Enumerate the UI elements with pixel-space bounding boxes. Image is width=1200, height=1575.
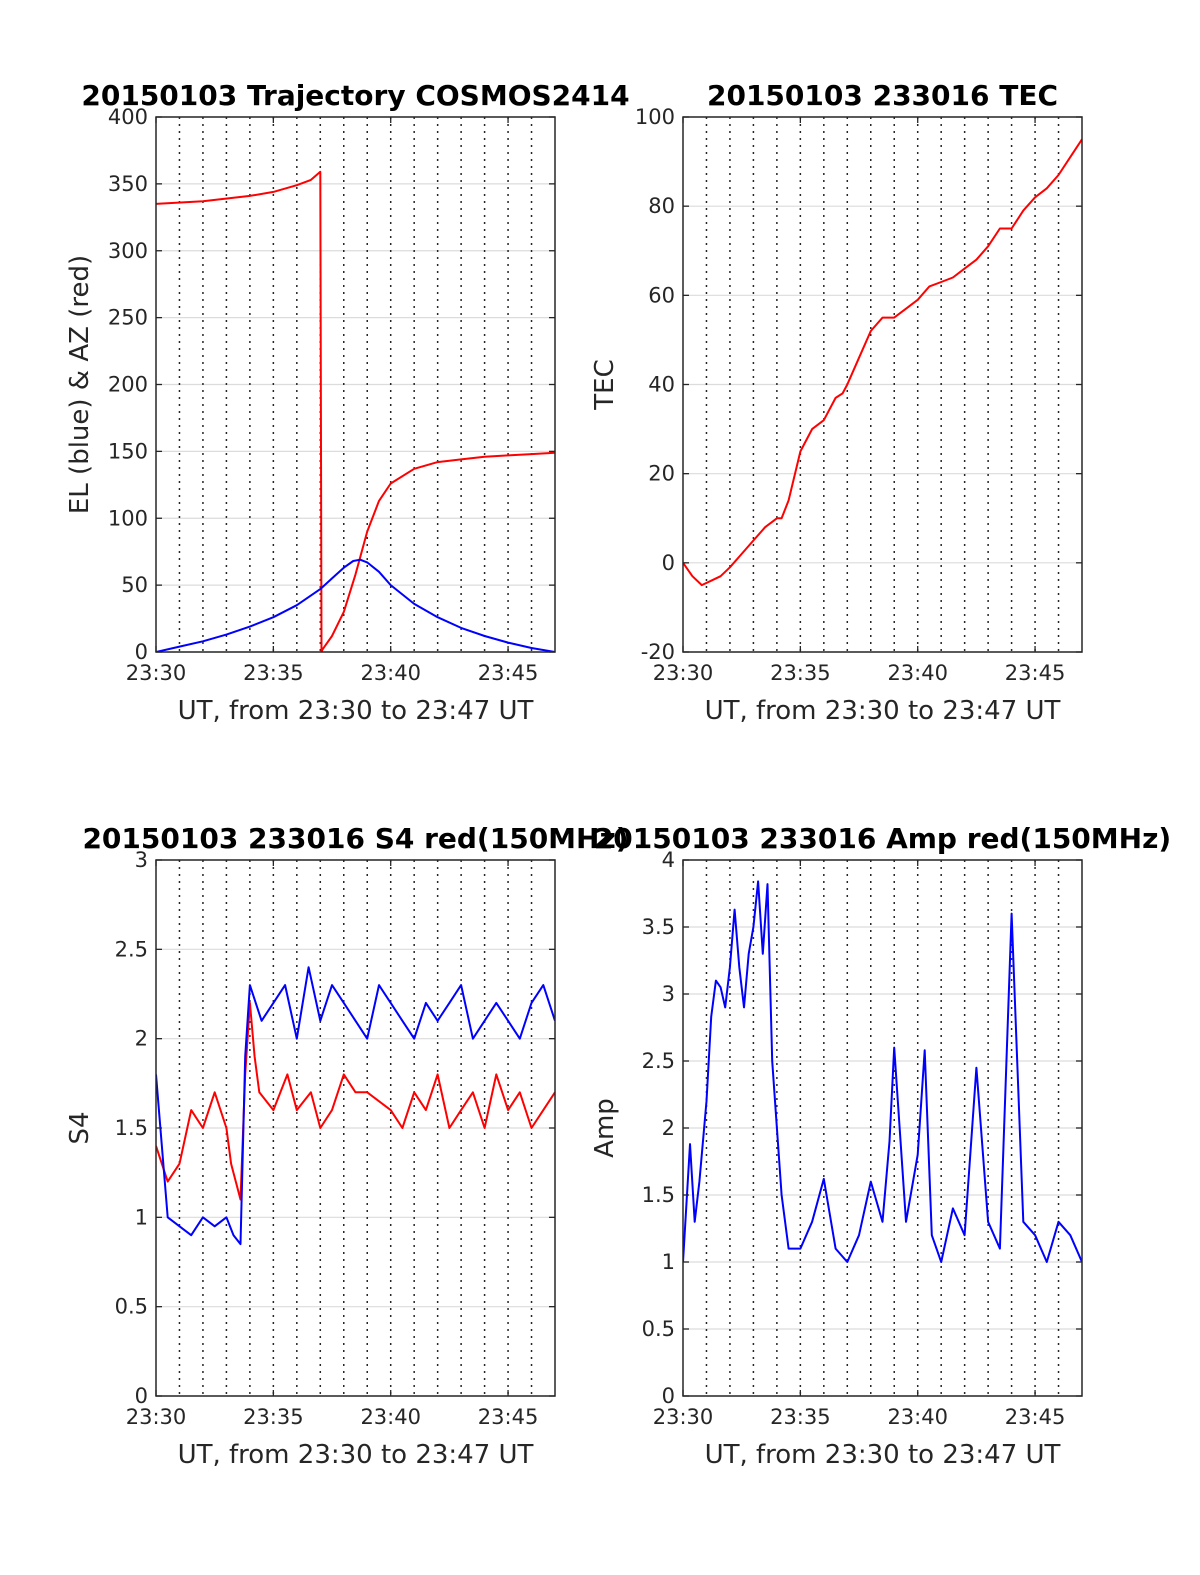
chart0-xlabel: UT, from 23:30 to 23:47 UT xyxy=(178,696,534,726)
chart0-xtick-label-2: 23:40 xyxy=(360,661,421,685)
chart3-xtick-label-0: 23:30 xyxy=(653,1405,714,1429)
chart2-title: 20150103 233016 S4 red(150MHz) xyxy=(82,822,628,855)
chart1-ylabel: TEC xyxy=(590,359,620,410)
chart3-ytick-label-2: 1 xyxy=(662,1250,675,1274)
chart1-series-0-line xyxy=(683,138,1082,587)
chart3-ytick-label-4: 2 xyxy=(662,1116,675,1140)
chart3-ytick-label-5: 2.5 xyxy=(642,1049,675,1073)
chart3-xtick-label-3: 23:45 xyxy=(1005,1405,1066,1429)
chart0-xtick-label-0: 23:30 xyxy=(126,661,187,685)
chart1-ytick-label-5: 80 xyxy=(648,194,675,218)
chart1-xtick-label-0: 23:30 xyxy=(653,661,714,685)
chart2-ytick-label-6: 3 xyxy=(135,848,148,872)
chart2-xtick-label-0: 23:30 xyxy=(126,1405,187,1429)
chart1-ytick-label-6: 100 xyxy=(635,105,675,129)
chart0-ytick-label-3: 150 xyxy=(108,439,148,463)
chart1-ytick-label-3: 40 xyxy=(648,373,675,397)
panel-amp: 0 0.5 1 1.5 2 2.5 3 3.5 4 23:30 23:35 23:40 23:45 201… xyxy=(590,822,1171,1470)
chart0-xtick-label-3: 23:45 xyxy=(478,661,539,685)
chart1-ytick-label-2: 20 xyxy=(648,462,675,486)
chart2-xlabel: UT, from 23:30 to 23:47 UT xyxy=(178,1440,534,1470)
chart0-ylabel: EL (blue) & AZ (red) xyxy=(65,255,95,514)
chart0-series-1-line xyxy=(156,558,555,652)
chart1-xtick-label-1: 23:35 xyxy=(770,661,831,685)
chart3-ytick-label-8: 4 xyxy=(662,848,675,872)
chart1-ytick-label-1: 0 xyxy=(662,551,675,575)
chart0-ytick-label-6: 300 xyxy=(108,239,148,263)
chart0-title: 20150103 Trajectory COSMOS2414 xyxy=(81,79,629,112)
chart3-xtick-label-2: 23:40 xyxy=(887,1405,948,1429)
chart2-ytick-label-0: 0 xyxy=(135,1384,148,1408)
chart3-title: 20150103 233016 Amp red(150MHz) xyxy=(594,822,1171,855)
chart2-xtick-label-2: 23:40 xyxy=(360,1405,421,1429)
chart2-series-1-line xyxy=(156,966,555,1246)
chart3-ytick-label-0: 0 xyxy=(662,1384,675,1408)
chart1-title: 20150103 233016 TEC xyxy=(707,79,1058,112)
chart3-ytick-label-1: 0.5 xyxy=(642,1317,675,1341)
chart3-ytick-label-3: 1.5 xyxy=(642,1183,675,1207)
chart3-xtick-label-1: 23:35 xyxy=(770,1405,831,1429)
panel-s4: 0 0.5 1 1.5 2 2.5 3 23:30 23:35 23:40 23:45 2015010… xyxy=(65,822,629,1470)
chart2-ytick-label-4: 2 xyxy=(135,1027,148,1051)
chart2-ylabel: S4 xyxy=(65,1111,95,1144)
chart0-ytick-label-1: 50 xyxy=(121,573,148,597)
chart0-ytick-label-0: 0 xyxy=(135,640,148,664)
chart2-ytick-label-3: 1.5 xyxy=(115,1116,148,1140)
chart1-ytick-label-0: -20 xyxy=(641,640,675,664)
chart3-ytick-label-7: 3.5 xyxy=(642,915,675,939)
chart1-xtick-label-3: 23:45 xyxy=(1005,661,1066,685)
chart1-xlabel: UT, from 23:30 to 23:47 UT xyxy=(705,696,1061,726)
chart3-ytick-label-6: 3 xyxy=(662,982,675,1006)
chart2-series-0-line xyxy=(156,1001,555,1201)
chart2-ytick-label-5: 2.5 xyxy=(115,937,148,961)
chart3-xlabel: UT, from 23:30 to 23:47 UT xyxy=(705,1440,1061,1470)
chart1-xtick-label-2: 23:40 xyxy=(887,661,948,685)
chart2-ytick-label-1: 0.5 xyxy=(115,1295,148,1319)
chart0-ytick-label-5: 250 xyxy=(108,306,148,330)
panel-trajectory: 0 50 100 150 200 250 300 350 400 23:30 23:35 23:40 2… xyxy=(65,79,630,726)
chart3-ylabel: Amp xyxy=(590,1098,620,1158)
chart3-series-0-line xyxy=(683,880,1082,1263)
chart0-ytick-label-2: 100 xyxy=(108,506,148,530)
chart2-ytick-label-2: 1 xyxy=(135,1205,148,1229)
chart0-series-0-line xyxy=(156,170,555,652)
chart1-ytick-label-4: 60 xyxy=(648,283,675,307)
chart0-ytick-label-8: 400 xyxy=(108,105,148,129)
chart0-ytick-label-4: 200 xyxy=(108,373,148,397)
chart0-xtick-label-1: 23:35 xyxy=(243,661,304,685)
panel-tec: -20 0 20 40 60 80 100 23:30 23:35 23:40 23:45 20150… xyxy=(590,79,1083,726)
chart2-xtick-label-1: 23:35 xyxy=(243,1405,304,1429)
chart0-ytick-label-7: 350 xyxy=(108,172,148,196)
chart2-xtick-label-3: 23:45 xyxy=(478,1405,539,1429)
